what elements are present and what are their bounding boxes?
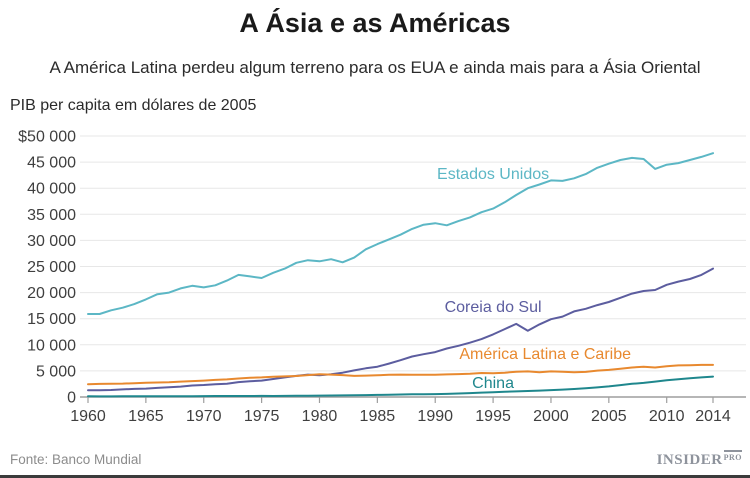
x-axis-tick-label: 1995 — [475, 408, 511, 425]
y-axis-tick-label: 25 000 — [27, 259, 76, 276]
y-axis-tick-label: 0 — [67, 390, 76, 407]
y-axis-tick-label: $50 000 — [18, 129, 76, 146]
x-axis-tick-label: 1990 — [417, 408, 453, 425]
x-axis-tick-label: 1965 — [128, 408, 164, 425]
x-axis-tick-label: 2014 — [695, 408, 731, 425]
y-axis-tick-label: 35 000 — [27, 207, 76, 224]
y-axis-tick-label: 15 000 — [27, 311, 76, 328]
y-axis-tick-label: 30 000 — [27, 233, 76, 250]
y-axis-unit-label: PIB per capita em dólares de 2005 — [10, 97, 257, 114]
y-axis-tick-label: 45 000 — [27, 155, 76, 172]
brand-pro-text: PRO — [723, 450, 742, 462]
x-axis-tick-label: 1970 — [186, 408, 222, 425]
x-axis-tick-label: 2010 — [649, 408, 685, 425]
brand-text: INSIDER — [656, 452, 723, 468]
y-axis-tick-label: 20 000 — [27, 285, 76, 302]
y-axis-tick-label: 40 000 — [27, 181, 76, 198]
x-axis-tick-label: 1980 — [302, 408, 338, 425]
insider-pro-logo: INSIDERPRO — [656, 450, 742, 469]
line-estados-unidos — [87, 152, 714, 315]
x-axis-tick-label: 1985 — [360, 408, 396, 425]
y-axis-tick-label: 5 000 — [36, 363, 76, 380]
y-axis-tick-label: 10 000 — [27, 337, 76, 354]
x-axis-tick-label: 2005 — [591, 408, 627, 425]
x-axis-tick-label: 2000 — [533, 408, 569, 425]
line-coreia-do-sul — [87, 267, 714, 392]
source-note: Fonte: Banco Mundial — [10, 452, 142, 467]
series-label-china: China — [472, 374, 514, 392]
chart-subtitle: A América Latina perdeu algum terreno pa… — [49, 58, 701, 77]
series-label-coreia-do-sul: Coreia do Sul — [444, 299, 542, 317]
line-china — [87, 375, 714, 398]
series-label-estados-unidos: Estados Unidos — [437, 166, 550, 184]
line-america-latina-e-caribe — [87, 363, 714, 386]
chart-title: A Ásia e as Américas — [239, 8, 511, 38]
x-axis-tick-label: 1960 — [70, 408, 106, 425]
series-label-america-latina-e-caribe: América Latina e Caribe — [459, 346, 631, 364]
x-axis-tick-label: 1975 — [244, 408, 280, 425]
